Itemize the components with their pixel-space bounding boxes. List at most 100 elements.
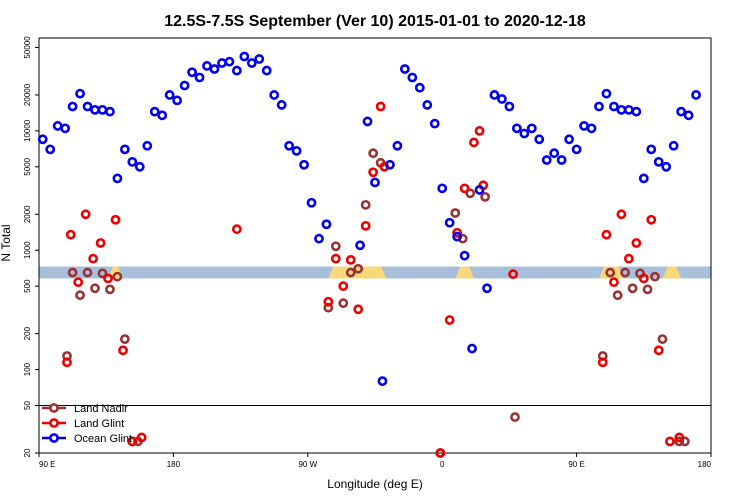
data-point [291,145,302,156]
data-point [353,263,364,274]
data-point [646,144,657,155]
y-tick-label: 20 [23,448,32,457]
x-tick-label: 90 E [39,460,55,469]
data-point [254,54,265,64]
data-point [616,209,627,220]
data-point [360,199,371,210]
data-point [586,123,597,134]
y-tick-label: 2000 [23,205,32,223]
data-point [452,227,463,238]
data-point [605,267,616,278]
data-point [299,159,309,170]
data-point [105,284,115,295]
data-point [385,159,395,170]
data-point [407,72,418,83]
legend-item: Ocean Glint [42,433,132,445]
data-point [82,267,93,278]
data-point [345,254,356,265]
data-point [609,277,619,288]
data-point [657,334,668,345]
data-point [217,58,227,68]
data-point [601,88,612,99]
data-point [564,134,575,145]
data-point [97,268,108,279]
data-point [88,253,99,264]
data-point [323,296,334,307]
chart-title: 12.5S-7.5S September (Ver 10) 2015-01-01… [164,13,586,30]
x-axis-label: Longitude (deg E) [327,477,422,491]
data-points [37,51,701,458]
data-point [355,240,365,251]
y-tick-label: 500 [23,279,32,293]
data-point [60,123,71,134]
data-point [437,183,448,194]
band-land-segment [455,266,474,279]
data-point [459,183,470,194]
legend-marker [49,403,59,413]
data-point [459,250,470,261]
data-point [665,436,675,447]
data-point [620,267,631,278]
data-point [62,357,72,368]
data-point [353,304,364,315]
data-point [511,123,522,134]
legend-marker [49,418,59,428]
data-point [650,271,660,282]
data-point [45,144,56,155]
data-point [112,173,123,184]
data-point [95,238,106,248]
data-point [465,188,476,199]
data-point [541,155,552,165]
data-point [73,277,84,288]
legend-label: Land Glint [74,418,124,430]
x-tick-label: 180 [167,460,181,469]
data-point [399,64,410,74]
legend-label: Ocean Glint [74,433,132,445]
data-point [653,156,664,167]
legend: Land Nadir Land Glint Ocean Glint [42,403,132,445]
data-point [231,65,242,76]
data-point [67,267,78,278]
data-point [579,121,589,131]
data-point [231,224,242,235]
data-point [97,104,108,115]
data-point [338,298,349,309]
plot-border [38,37,712,454]
data-point [429,118,440,129]
y-tick-label: 50000 [23,36,32,59]
data-point [134,161,145,172]
data-point [164,90,175,100]
y-tick-label: 5000 [23,157,32,175]
data-point [497,94,507,104]
data-point [179,80,190,91]
data-point [37,134,48,145]
series-ocean-glint [37,51,701,387]
data-point [668,140,679,151]
data-point [435,448,446,458]
data-point [469,137,479,148]
data-point [149,106,160,117]
data-point [474,125,485,136]
data-point [119,144,130,155]
data-point [571,144,582,155]
legend-item: Land Glint [42,418,124,430]
data-point [67,101,78,112]
data-point [119,334,130,345]
data-point [368,148,379,159]
data-point [609,101,619,112]
coverage-band [39,266,711,279]
data-point [127,156,138,167]
data-point [65,229,76,240]
data-point [321,219,332,230]
data-point [444,315,455,325]
data-point [452,231,463,242]
x-axis: 90 E 180 90 W 0 90 E 180 [38,453,712,469]
data-point [362,116,373,127]
data-point [202,61,212,71]
data-point [345,267,356,278]
data-point [597,357,608,368]
y-tick-label: 1000 [23,241,32,259]
plot-frame [38,37,712,454]
data-point [646,214,657,225]
